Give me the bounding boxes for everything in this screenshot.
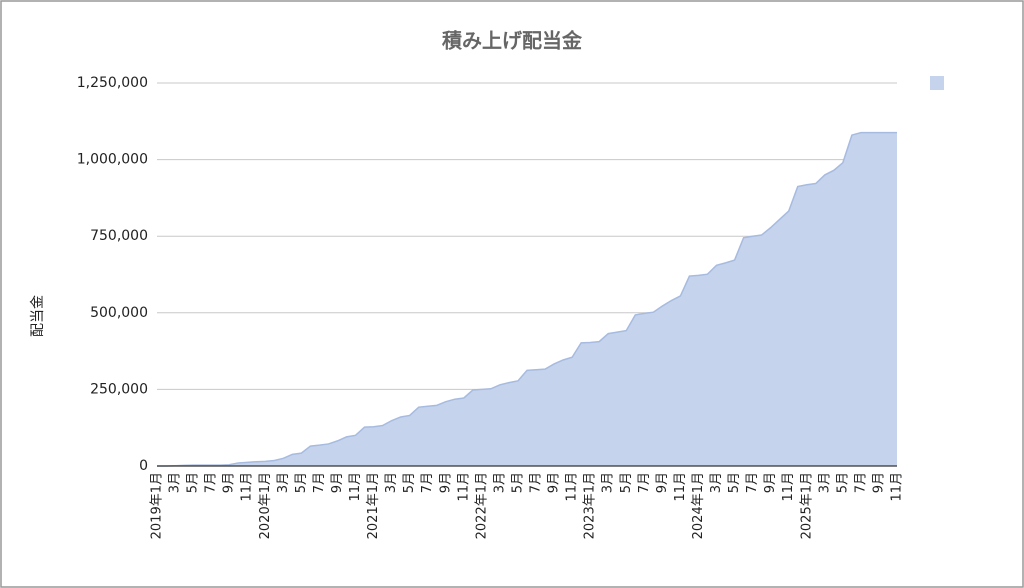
x-tick-label: 9月 [763, 472, 778, 493]
x-tick-label: 3月 [492, 472, 507, 493]
x-tick-label: 2020年1月 [258, 472, 273, 539]
x-tick-label: 3月 [276, 472, 291, 493]
x-tick-label: 11月 [240, 472, 255, 502]
area-line [157, 131, 897, 467]
x-tick-label: 2019年1月 [150, 472, 165, 539]
y-axis-label: 配当金 [30, 295, 46, 337]
area [157, 132, 897, 467]
x-tick-label: 5月 [294, 472, 309, 493]
y-tick-label: 0 [139, 458, 148, 474]
x-tick-label: 3月 [601, 472, 616, 493]
x-tick-label: 11月 [890, 472, 905, 502]
y-tick-label: 250,000 [90, 381, 148, 397]
x-tick-label: 11月 [781, 472, 796, 502]
x-tick-label: 5月 [186, 472, 201, 493]
x-tick-label: 11月 [673, 472, 688, 502]
legend-swatch [930, 76, 944, 90]
x-tick-label: 9月 [438, 472, 453, 493]
x-tick-label: 9月 [655, 472, 670, 493]
x-tick-label: 3月 [168, 472, 183, 493]
x-tick-label: 2021年1月 [366, 472, 381, 539]
x-tick-label: 11月 [348, 472, 363, 502]
y-tick-label: 500,000 [90, 305, 148, 321]
x-tick-label: 5月 [835, 472, 850, 493]
x-tick-label: 2024年1月 [691, 472, 706, 539]
x-tick-label: 5月 [727, 472, 742, 493]
x-tick-label: 3月 [709, 472, 724, 493]
x-tick-label: 11月 [456, 472, 471, 502]
x-tick-label: 5月 [402, 472, 417, 493]
x-tick-label: 7月 [745, 472, 760, 493]
x-tick-label: 3月 [817, 472, 832, 493]
y-tick-label: 1,000,000 [77, 152, 148, 168]
y-tick-label: 750,000 [90, 228, 148, 244]
x-tick-label: 9月 [330, 472, 345, 493]
x-tick-label: 2022年1月 [474, 472, 489, 539]
x-tick-label: 7月 [204, 472, 219, 493]
x-tick-label: 7月 [637, 472, 652, 493]
x-tick-label: 9月 [871, 472, 886, 493]
x-tick-label: 7月 [853, 472, 868, 493]
x-tick-label: 7月 [529, 472, 544, 493]
x-tick-label: 5月 [619, 472, 634, 493]
x-tick-label: 7月 [312, 472, 327, 493]
x-tick-label: 7月 [420, 472, 435, 493]
x-tick-label: 11月 [565, 472, 580, 502]
x-tick-label: 5月 [510, 472, 525, 493]
x-tick-label: 2023年1月 [583, 472, 598, 539]
x-tick-label: 9月 [547, 472, 562, 493]
x-tick-label: 9月 [222, 472, 237, 493]
x-tick-label: 2025年1月 [799, 472, 814, 539]
chart-title: 積み上げ配当金 [442, 29, 583, 53]
x-tick-label: 3月 [384, 472, 399, 493]
y-tick-label: 1,250,000 [77, 75, 148, 91]
